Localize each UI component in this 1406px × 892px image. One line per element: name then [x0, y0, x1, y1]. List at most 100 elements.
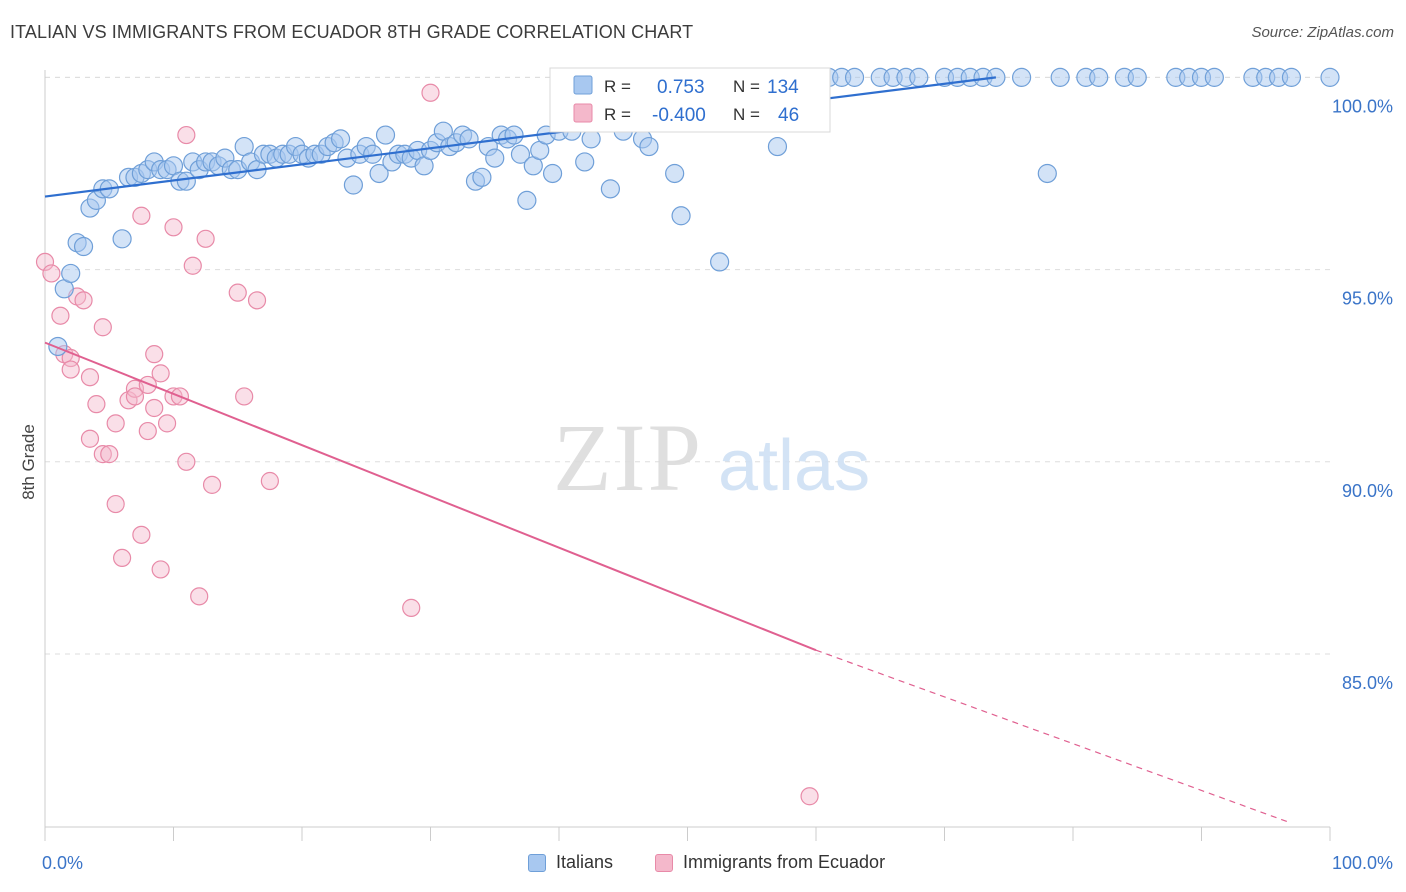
legend-r-label-italians: R =: [604, 77, 631, 96]
ecuador-point: [106, 414, 125, 433]
italians-point: [767, 136, 788, 157]
ecuador-point: [138, 421, 157, 441]
ecuador-point: [190, 587, 209, 606]
ecuador-point: [196, 229, 215, 248]
legend-swatch-ecuador-bottom: [655, 853, 673, 872]
ecuador-point: [421, 83, 440, 102]
italians-trend-line: [44, 76, 997, 198]
italians-point: [61, 263, 81, 284]
ecuador-point: [112, 548, 132, 568]
italians-point: [1050, 67, 1070, 87]
italians-point: [48, 336, 68, 357]
ecuador-point: [202, 475, 222, 494]
italians-point: [517, 190, 537, 210]
ecuador-point: [177, 125, 196, 145]
ecuador-point: [800, 787, 819, 806]
ecuador-point: [157, 414, 177, 433]
legend-r-label-ecuador: R =: [604, 105, 631, 124]
ecuador-trend-line: [44, 341, 817, 652]
italians-point: [504, 125, 524, 145]
ecuador-point: [93, 445, 112, 464]
source-label: Source: ZipAtlas.com: [1251, 24, 1394, 41]
ecuador-point: [145, 345, 164, 364]
y-tick-labels: 85.0% 90.0% 95.0% 100.0%: [1332, 96, 1393, 693]
legend-swatch-italians-bottom: [528, 853, 546, 872]
legend-label-italians: Italians: [556, 852, 614, 872]
italians-point: [73, 236, 94, 257]
ecuador-point: [100, 445, 119, 464]
italians-point: [1089, 67, 1109, 87]
legend-item-ecuador: Immigrants from Ecuador: [655, 852, 885, 873]
italians-point: [369, 163, 389, 184]
ecuador-point: [183, 256, 202, 275]
legend-n-label-ecuador: N =: [733, 105, 760, 124]
italians-point: [1011, 67, 1032, 87]
italians-point: [375, 125, 396, 145]
watermark-zip: ZIP: [553, 404, 703, 511]
ecuador-point: [228, 283, 247, 302]
legend-swatch-italians: [573, 75, 593, 95]
watermark: ZIP atlas: [553, 404, 870, 511]
ecuador-point: [74, 291, 93, 310]
chart-title: ITALIAN VS IMMIGRANTS FROM ECUADOR 8TH G…: [10, 22, 694, 42]
italians-point: [844, 67, 865, 87]
italians-point: [485, 148, 505, 168]
italians-point: [330, 129, 351, 149]
italians-point: [1204, 67, 1224, 87]
ecuador-point: [138, 375, 157, 395]
ecuador-point: [247, 291, 267, 310]
italians-point: [639, 136, 659, 157]
italians-point: [671, 206, 691, 226]
ecuador-point: [80, 429, 100, 448]
y-tick-label: 85.0%: [1342, 673, 1393, 693]
ecuador-point: [80, 368, 100, 387]
ecuador-point: [132, 206, 151, 225]
ecuador-point: [260, 471, 279, 491]
italians-point: [542, 163, 563, 184]
ecuador-points: [35, 83, 819, 806]
legend-box: [549, 67, 831, 133]
legend-label-ecuador: Immigrants from Ecuador: [683, 852, 886, 872]
italians-point: [909, 67, 929, 87]
ecuador-point: [51, 306, 70, 325]
ecuador-point: [402, 598, 421, 617]
correlation-legend: R = 0.753 N = 134 R = -0.400 N = 46: [549, 67, 831, 133]
legend-item-italians: Italians: [528, 852, 613, 873]
x-tick-label-min: 0.0%: [42, 853, 83, 873]
italians-point: [510, 144, 531, 164]
ecuador-point: [42, 264, 61, 283]
italians-point: [1127, 67, 1147, 87]
ecuador-point: [125, 387, 145, 406]
italians-point: [176, 171, 196, 191]
ecuador-point: [132, 525, 151, 544]
italians-point: [1281, 67, 1302, 87]
ecuador-point: [93, 318, 112, 337]
ecuador-point: [164, 218, 183, 237]
bottom-legend: Italians Immigrants from Ecuador: [0, 852, 1406, 878]
y-tick-label: 90.0%: [1342, 481, 1393, 501]
legend-r-value-italians: 0.753: [657, 77, 705, 98]
y-tick-label: 95.0%: [1342, 289, 1393, 309]
trend-layer: [44, 76, 1292, 824]
ecuador-point: [61, 360, 80, 379]
italians-point: [581, 129, 601, 149]
italians-point: [575, 152, 595, 172]
italians-point: [112, 229, 132, 249]
ecuador-point: [235, 387, 254, 406]
italians-point: [600, 179, 621, 199]
y-axis-label: 8th Grade: [19, 424, 38, 500]
legend-n-label-italians: N =: [733, 77, 760, 96]
italians-point: [1320, 67, 1340, 87]
ecuador-point: [106, 494, 125, 514]
italians-point: [343, 175, 363, 195]
legend-swatch-ecuador: [573, 103, 593, 123]
italians-point: [665, 163, 685, 184]
ecuador-point: [145, 398, 164, 418]
ecuador-point: [87, 395, 106, 414]
ecuador-trend-extension: [815, 649, 1292, 824]
y-tick-label: 100.0%: [1332, 96, 1393, 116]
legend-n-value-italians: 134: [767, 77, 799, 98]
legend-r-value-ecuador: -0.400: [652, 105, 706, 126]
italians-point: [472, 167, 492, 187]
